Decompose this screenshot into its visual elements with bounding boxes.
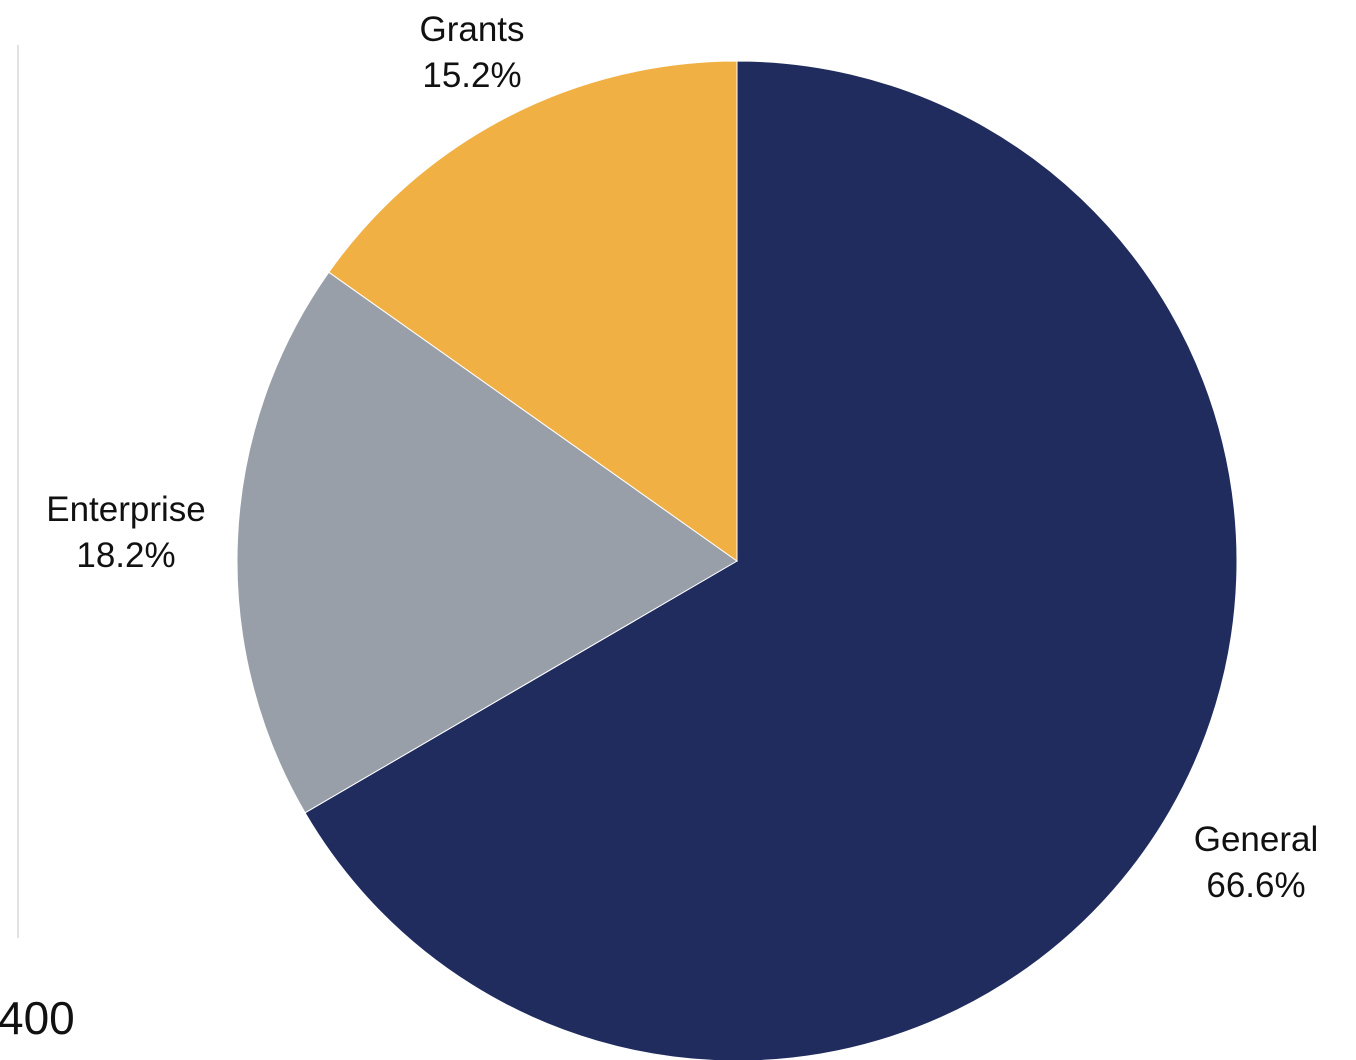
- pie-slice-enterprise: [236, 271, 738, 814]
- slice-name: Grants: [419, 10, 524, 49]
- slice-label-general: General 66.6%: [1194, 820, 1319, 905]
- partial-axis-tick-label: 400: [0, 992, 75, 1044]
- slice-name: General: [1194, 820, 1319, 859]
- slice-label-enterprise: Enterprise 18.2%: [46, 490, 206, 575]
- pie-labels: General 66.6% Enterprise 18.2% Grants 15.2%: [46, 10, 1318, 905]
- pie-slice-general: [304, 60, 1238, 1060]
- slice-value: 15.2%: [422, 56, 521, 95]
- pie-slices: [236, 60, 1238, 1060]
- pie-slice-grants: [328, 60, 738, 562]
- slice-value: 66.6%: [1206, 866, 1305, 905]
- slice-value: 18.2%: [76, 536, 175, 575]
- slice-name: Enterprise: [46, 490, 206, 529]
- slice-label-grants: Grants 15.2%: [419, 10, 524, 95]
